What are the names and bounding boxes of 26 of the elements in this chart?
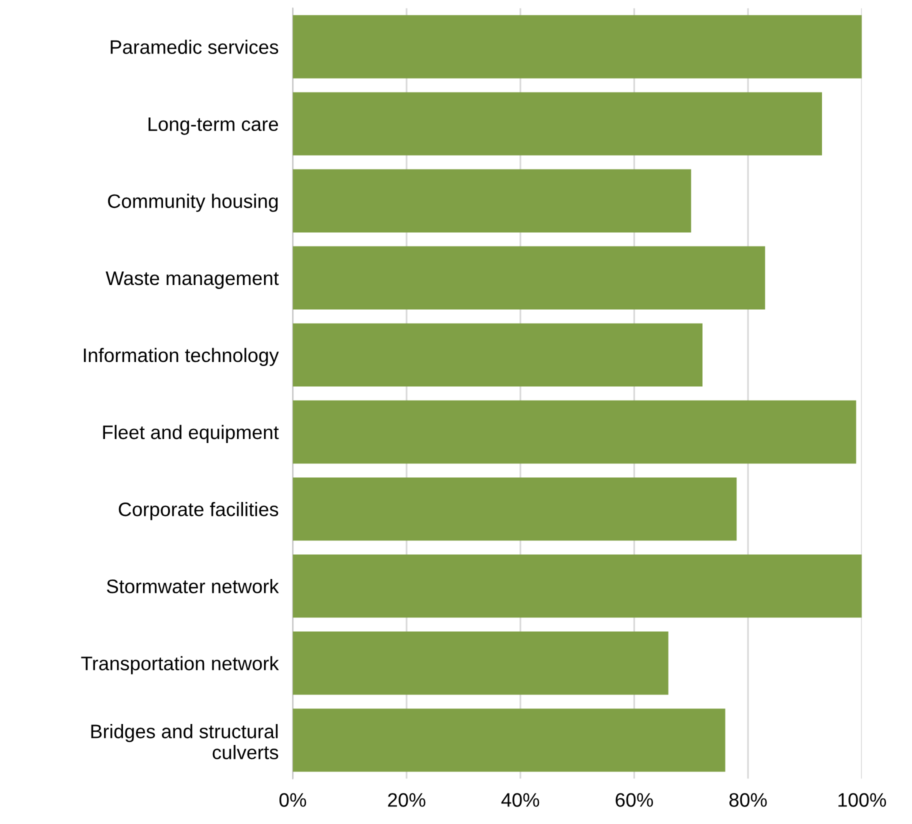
y-tick-label: Community housing xyxy=(108,194,278,212)
x-tick-label: 100% xyxy=(838,793,886,807)
x-tick-label: 60% xyxy=(616,793,653,807)
y-tick-label: Waste management xyxy=(106,272,279,289)
y-tick-label: Fleet and equipment xyxy=(103,424,279,444)
bar xyxy=(292,400,856,464)
bar xyxy=(292,15,862,78)
bar xyxy=(292,169,692,232)
y-tick-label: Corporate facilities xyxy=(118,502,278,520)
bar xyxy=(292,708,726,772)
x-tick-label: 0% xyxy=(279,793,306,807)
x-tick-label: 20% xyxy=(388,793,426,807)
bar xyxy=(292,477,737,541)
y-tick-label: Paramedic services xyxy=(110,40,278,54)
y-tick-label: Transportation network xyxy=(81,656,279,674)
x-tick-label: 80% xyxy=(729,793,767,807)
y-tick-label: Long-term care xyxy=(148,117,278,135)
y-tick-label: Stormwater network xyxy=(106,579,279,594)
bar xyxy=(292,323,702,387)
bar xyxy=(292,246,766,310)
bar xyxy=(292,92,822,156)
x-tick-label: 40% xyxy=(501,793,540,807)
bar xyxy=(292,632,668,695)
y-tick-label: Information technology xyxy=(84,348,279,366)
y-tick-label: Bridges and structural culverts xyxy=(91,724,278,760)
bar xyxy=(292,554,862,618)
